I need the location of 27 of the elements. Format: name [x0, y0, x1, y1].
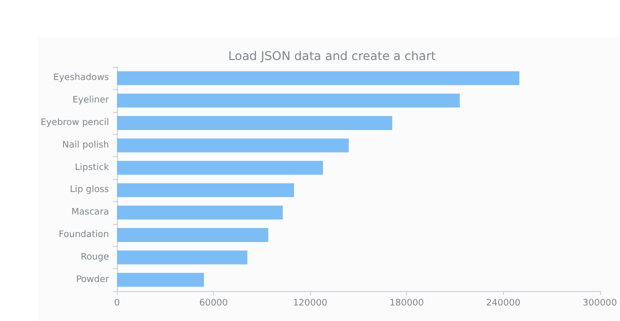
x-tick-label: 120000 — [292, 298, 328, 308]
y-tick-label: Lip gloss — [70, 185, 110, 196]
x-tick-label: 60000 — [199, 298, 228, 308]
y-tick-label: Nail polish — [62, 140, 109, 150]
bar — [117, 160, 324, 175]
bar — [117, 183, 294, 198]
x-tick-label: 0 — [114, 298, 120, 308]
y-tick-label: Foundation — [58, 230, 109, 240]
bar — [117, 94, 460, 108]
bar — [117, 71, 520, 86]
bar — [117, 228, 268, 242]
bar — [117, 206, 283, 220]
bar — [117, 272, 204, 287]
y-tick-label: Mascara — [71, 208, 109, 218]
y-tick-label: Eyeliner — [72, 96, 110, 106]
x-tick-label: 300000 — [582, 298, 618, 308]
y-tick-label: Eyebrow pencil — [40, 118, 109, 128]
y-tick-label: Powder — [76, 274, 110, 285]
y-tick-label: Rouge — [80, 252, 110, 262]
x-tick-label: 240000 — [486, 298, 521, 308]
x-tick-label: 180000 — [390, 298, 424, 308]
y-tick-label: Eyeshadows — [53, 73, 110, 84]
chart-title: Load JSON data and create a chart — [228, 49, 436, 63]
bar — [117, 250, 248, 264]
bar — [117, 116, 392, 130]
bar — [117, 138, 349, 152]
y-tick-label: Lipstick — [74, 162, 110, 173]
